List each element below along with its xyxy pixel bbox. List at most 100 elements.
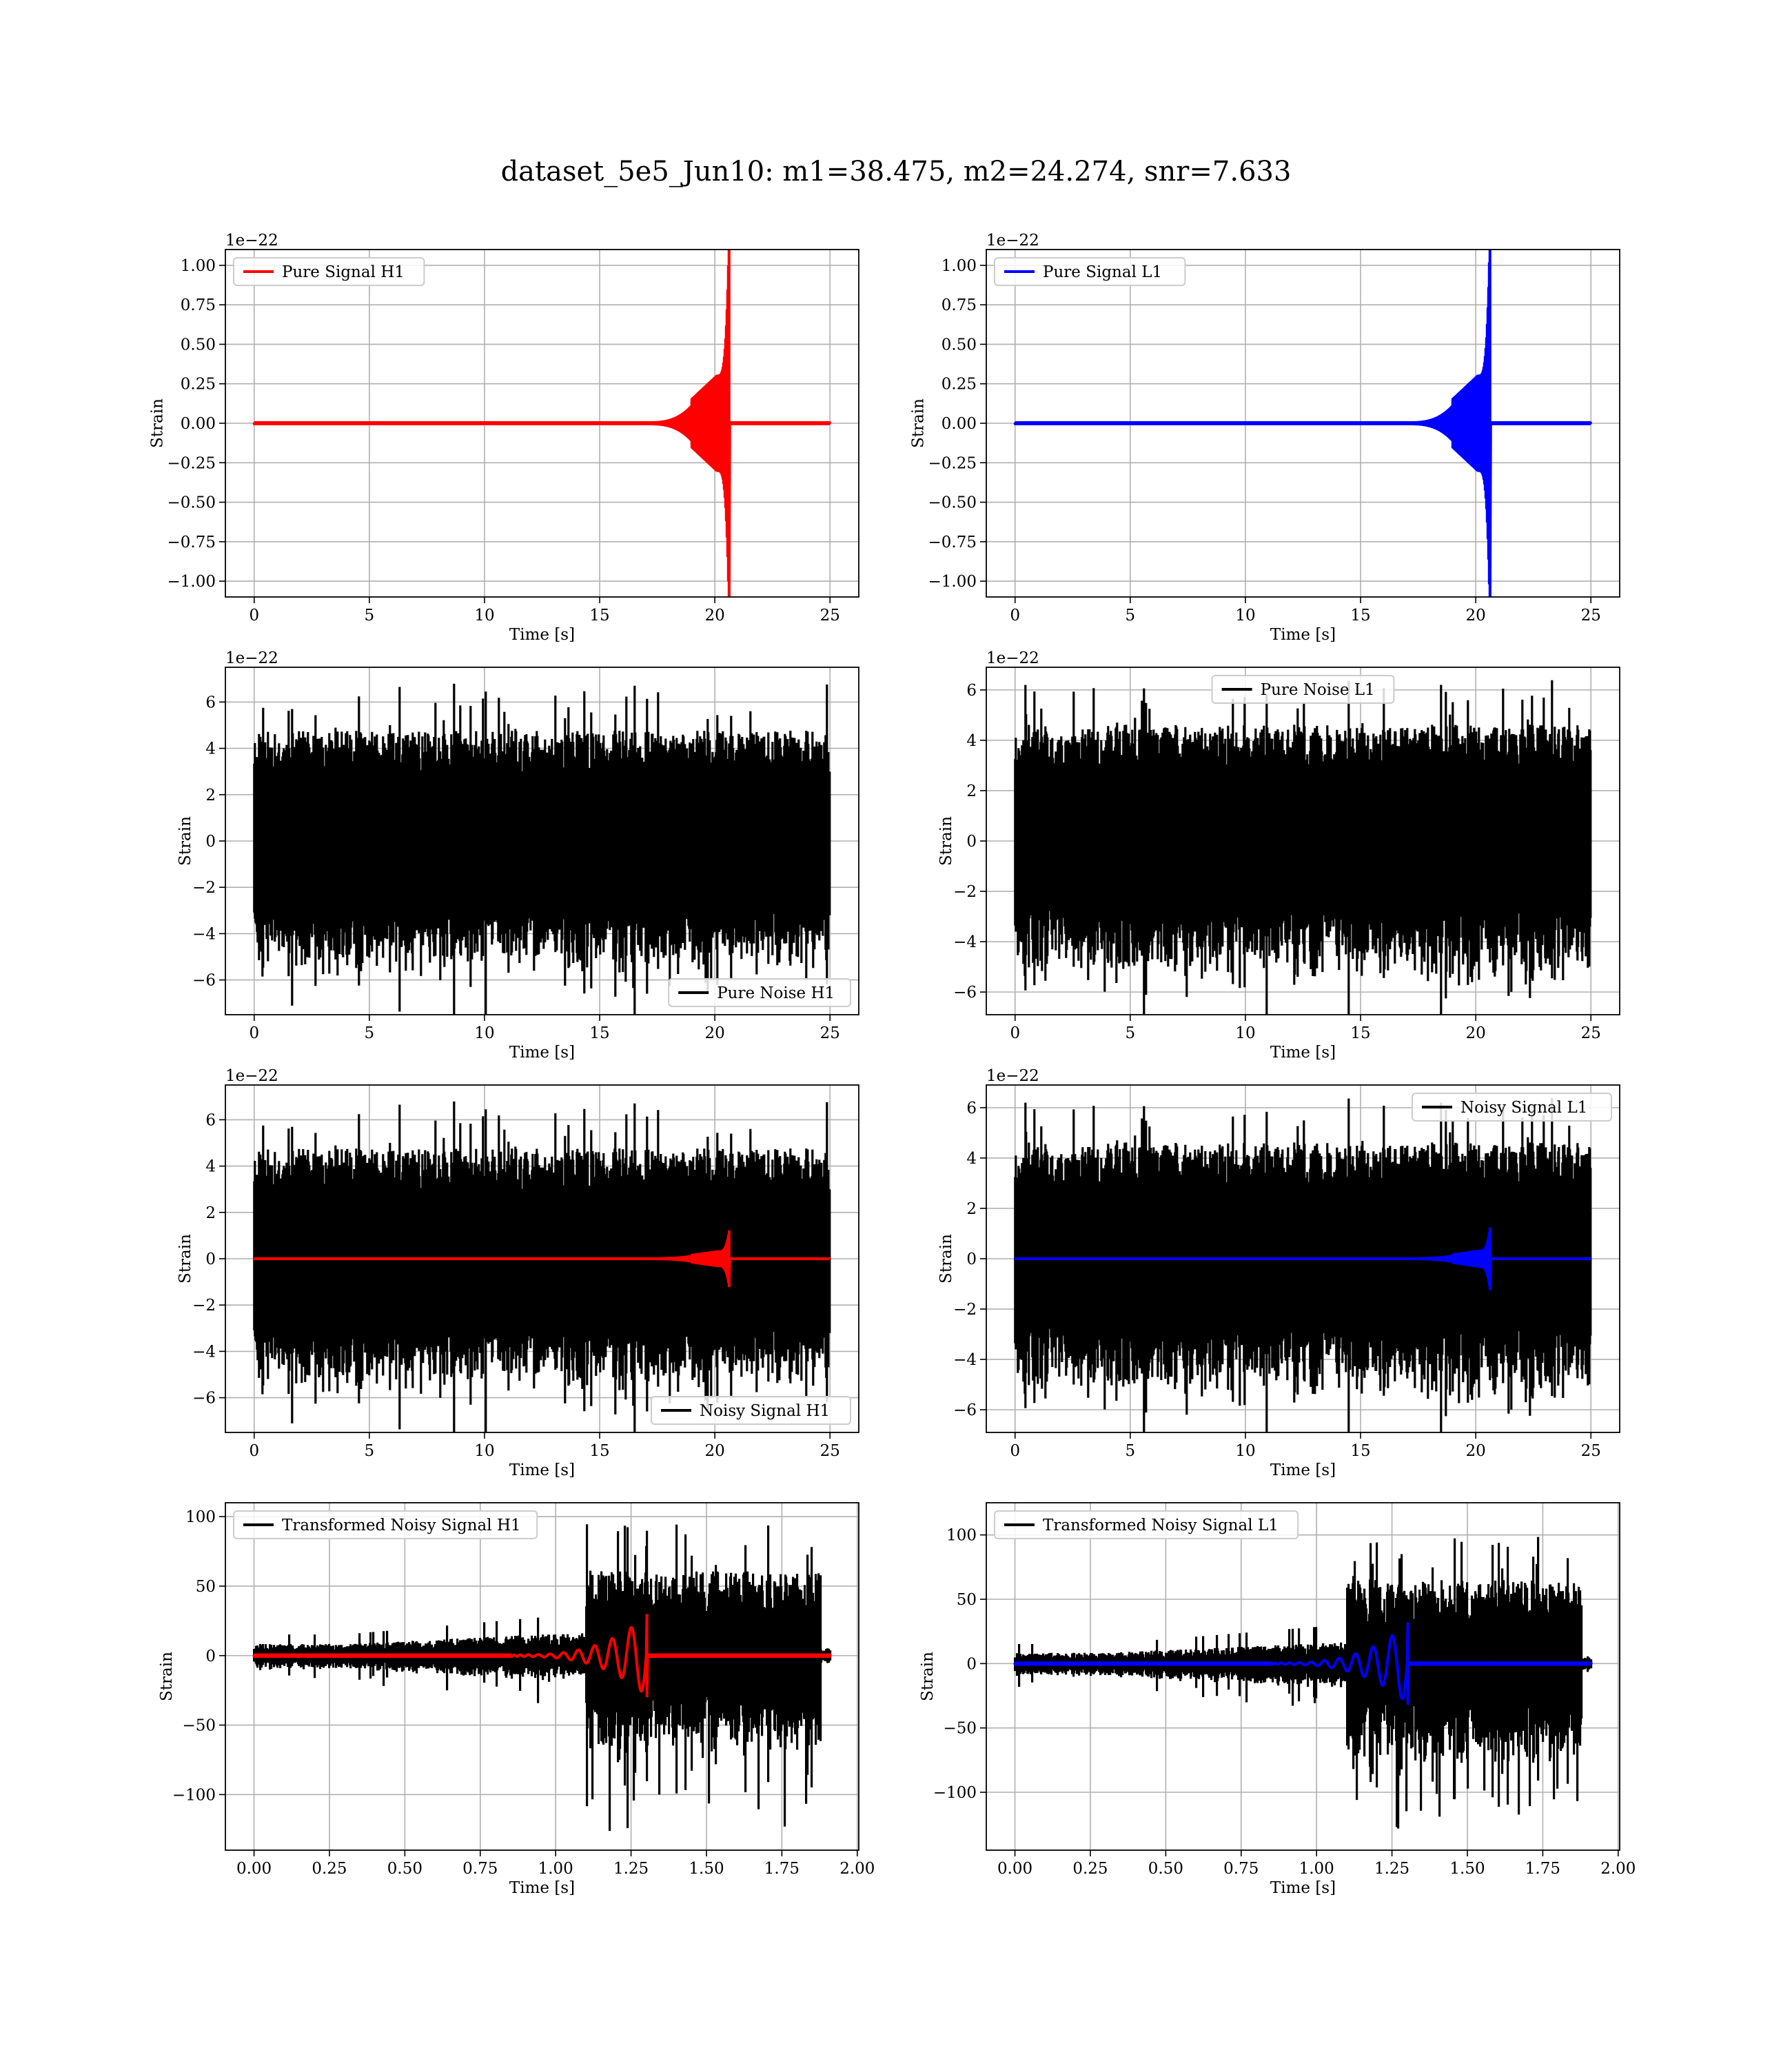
y-tick-label: 0	[966, 1250, 977, 1268]
x-tick-label: 1.75	[764, 1860, 800, 1878]
x-tick-label: 10	[474, 1024, 494, 1042]
y-tick-label: −6	[192, 1390, 216, 1408]
axis-offset-text: 1e−22	[225, 649, 278, 667]
y-tick-label: −4	[953, 933, 977, 951]
x-tick-label: 15	[1350, 1442, 1370, 1460]
legend-label: Pure Noise H1	[717, 984, 835, 1002]
legend-label: Transformed Noisy Signal H1	[282, 1517, 521, 1534]
legend-frame	[668, 978, 851, 1007]
y-tick-label: 6	[205, 1111, 216, 1129]
x-tick-label: 0	[249, 607, 259, 625]
axis-offset-text: 1e−22	[225, 232, 278, 250]
legend-4: Noisy Signal H1	[651, 1396, 851, 1425]
y-tick-label: −2	[192, 879, 216, 897]
series-group	[252, 1101, 831, 1432]
y-tick-label: −4	[953, 1351, 977, 1369]
x-tick-label: 10	[1235, 1442, 1255, 1460]
x-tick-label: 5	[1126, 607, 1136, 625]
series-group	[1013, 1097, 1592, 1432]
x-tick-label: 20	[704, 1024, 724, 1042]
x-tick-label: 1.25	[1374, 1860, 1409, 1878]
x-tick-label: 25	[1581, 607, 1601, 625]
x-tick-label: 5	[365, 607, 375, 625]
y-tick-label: −50	[182, 1717, 216, 1735]
y-axis-label: Strain	[937, 816, 955, 866]
y-tick-label: 4	[205, 740, 216, 758]
x-tick-label: 15	[589, 1442, 609, 1460]
x-tick-label: 0.50	[1148, 1860, 1183, 1878]
y-tick-label: 4	[966, 732, 977, 750]
series-group	[253, 683, 831, 1015]
x-tick-label: 1.50	[1449, 1860, 1485, 1878]
x-tick-label: 15	[1350, 607, 1370, 625]
x-tick-label: 1.75	[1525, 1860, 1560, 1878]
y-tick-label: 0.50	[941, 336, 977, 354]
legend-3: Pure Noise L1	[1211, 675, 1395, 704]
y-tick-label: 1.00	[181, 257, 216, 275]
y-tick-label: 50	[957, 1591, 977, 1609]
y-tick-label: −100	[172, 1786, 216, 1804]
y-tick-label: 0	[966, 1655, 977, 1673]
x-tick-label: 20	[704, 1442, 724, 1460]
x-tick-label: 0	[249, 1024, 259, 1042]
series-line-1-0	[1013, 250, 1592, 597]
legend-label: Transformed Noisy Signal L1	[1043, 1517, 1279, 1534]
y-tick-label: −0.50	[928, 494, 977, 512]
y-tick-label: 0	[205, 833, 216, 851]
x-tick-label: 0.75	[462, 1860, 498, 1878]
series-group	[252, 1524, 832, 1832]
y-tick-label: −6	[953, 984, 977, 1002]
y-tick-label: −2	[953, 1301, 977, 1319]
y-tick-label: 2	[966, 1200, 977, 1218]
x-tick-label: 0.75	[1223, 1860, 1259, 1878]
legend-frame	[233, 1510, 538, 1539]
y-tick-label: 6	[966, 1099, 977, 1117]
axis-offset-text: 1e−22	[986, 1067, 1039, 1085]
x-tick-label: 0.25	[1072, 1860, 1108, 1878]
y-tick-label: −6	[192, 972, 216, 990]
x-axis-label: Time [s]	[1270, 1461, 1336, 1479]
y-axis-label: Strain	[937, 1234, 955, 1284]
y-tick-label: 100	[946, 1527, 977, 1545]
axes-frame	[986, 1502, 1620, 1851]
x-tick-label: 20	[1465, 1442, 1485, 1460]
axis-offset-text: 1e−22	[225, 1067, 278, 1085]
axis-offset-text: 1e−22	[986, 649, 1039, 667]
x-tick-label: 15	[589, 607, 609, 625]
legend-2: Pure Noise H1	[668, 978, 851, 1007]
x-tick-label: 0.00	[236, 1860, 272, 1878]
x-axis-label: Time [s]	[509, 1879, 575, 1897]
y-tick-label: −2	[953, 883, 977, 901]
y-tick-label: −4	[192, 1343, 216, 1361]
legend-5: Noisy Signal L1	[1412, 1093, 1612, 1122]
figure-title: dataset_5e5_Jun10: m1=38.475, m2=24.274,…	[500, 156, 1292, 187]
y-tick-label: −4	[192, 925, 216, 943]
legend-frame	[1412, 1093, 1612, 1122]
y-tick-label: 0.00	[181, 415, 216, 433]
series-group	[1014, 680, 1592, 1015]
x-tick-label: 0	[249, 1442, 259, 1460]
x-tick-label: 5	[1126, 1024, 1136, 1042]
x-tick-label: 10	[1235, 607, 1255, 625]
y-tick-label: 0.75	[941, 296, 977, 314]
legend-label: Pure Noise L1	[1261, 681, 1375, 699]
x-tick-label: 25	[1581, 1024, 1601, 1042]
y-axis-label: Strain	[176, 1234, 194, 1284]
x-tick-label: 0	[1010, 607, 1020, 625]
y-tick-label: −100	[933, 1784, 977, 1802]
x-tick-label: 20	[704, 607, 724, 625]
x-tick-label: 5	[365, 1442, 375, 1460]
y-tick-label: 0	[205, 1250, 216, 1268]
x-tick-label: 15	[589, 1024, 609, 1042]
y-tick-label: −1.00	[167, 573, 216, 591]
x-tick-label: 5	[1126, 1442, 1136, 1460]
x-tick-label: 2.00	[1600, 1860, 1636, 1878]
x-tick-label: 10	[1235, 1024, 1255, 1042]
legend-frame	[1211, 675, 1395, 704]
x-axis-label: Time [s]	[509, 1044, 575, 1062]
legend-1: Pure Signal L1	[994, 257, 1186, 286]
legend-label: Noisy Signal H1	[700, 1402, 830, 1420]
legend-7: Transformed Noisy Signal L1	[994, 1510, 1299, 1539]
y-tick-label: −0.25	[167, 454, 216, 472]
series-line-4-0	[253, 1101, 831, 1432]
